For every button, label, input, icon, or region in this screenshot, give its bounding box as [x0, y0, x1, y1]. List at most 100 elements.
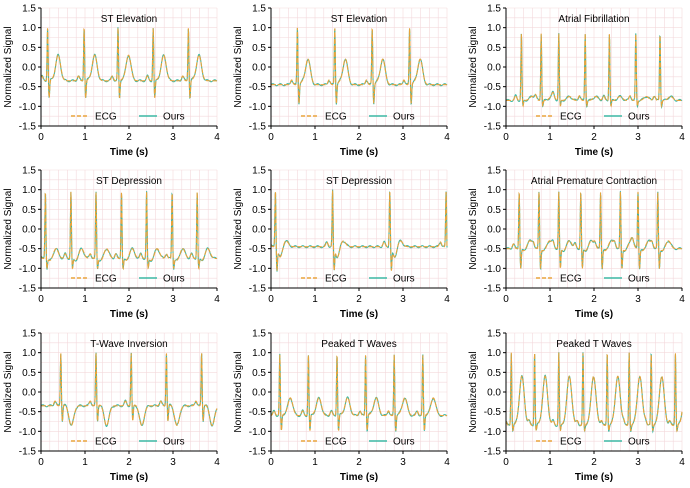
ecg-panel-6: 1.5 1.0 0.5 0.0 -0.5 -1.0 -1.50 1 2 3 4 Atrial Prem…	[468, 166, 685, 321]
y-tick-label: -0.5	[249, 244, 267, 255]
y-tick-label: 0.5	[487, 368, 501, 379]
y-tick-label: -1.5	[19, 284, 37, 295]
x-tick-label: 1	[547, 294, 553, 305]
y-tick-label: -1.0	[19, 427, 37, 438]
y-tick-label: 1.5	[252, 329, 266, 340]
x-tick-label: 0	[38, 457, 44, 468]
y-tick-label: 1.0	[252, 23, 266, 34]
x-axis-label: Time (s)	[575, 147, 613, 158]
y-tick-label: 0.0	[22, 63, 36, 74]
y-tick-label: 1.5	[487, 166, 501, 177]
ecg-series-line	[506, 191, 682, 269]
x-tick-label: 0	[38, 132, 44, 143]
x-tick-label: 3	[400, 132, 406, 143]
legend-ours-label: Ours	[163, 437, 185, 448]
x-tick-label: 2	[356, 457, 362, 468]
x-tick-label: 2	[126, 132, 132, 143]
y-tick-label: 0.0	[487, 63, 501, 74]
y-tick-label: 1.0	[252, 348, 266, 359]
y-tick-label: -1.0	[484, 264, 502, 275]
y-tick-label: 1.5	[22, 329, 36, 340]
legend-ours-label: Ours	[393, 274, 415, 285]
x-tick-label: 4	[214, 132, 220, 143]
y-tick-label: -0.5	[19, 407, 37, 418]
y-tick-label: -0.5	[19, 244, 37, 255]
x-tick-label: 0	[268, 457, 274, 468]
y-tick-label: 1.0	[487, 23, 501, 34]
y-tick-label: 0.0	[487, 225, 501, 236]
x-tick-label: 2	[591, 457, 597, 468]
y-tick-label: -1.0	[19, 264, 37, 275]
y-tick-label: -0.5	[484, 407, 502, 418]
y-tick-label: 1.5	[22, 166, 36, 177]
x-tick-label: 3	[170, 294, 176, 305]
ecg-panel-1: 1.5 1.0 0.5 0.0 -0.5 -1.0 -1.50 1 2 3 4 ST Elevatio…	[3, 4, 220, 159]
x-tick-label: 3	[635, 294, 641, 305]
x-tick-label: 1	[82, 132, 88, 143]
y-tick-label: 1.5	[487, 329, 501, 340]
y-tick-label: 1.5	[252, 4, 266, 15]
y-tick-label: -1.0	[484, 102, 502, 113]
legend-ours-label: Ours	[628, 437, 650, 448]
x-tick-label: 1	[312, 457, 318, 468]
x-tick-label: 4	[679, 294, 685, 305]
panel-title: Atrial Premature Contraction	[531, 176, 657, 187]
y-tick-label: -1.5	[19, 447, 37, 458]
x-tick-label: 4	[444, 457, 450, 468]
legend-ecg-label: ECG	[325, 274, 347, 285]
x-tick-label: 1	[82, 294, 88, 305]
panel-title: Peaked T Waves	[556, 339, 631, 350]
legend-ecg-label: ECG	[95, 274, 117, 285]
ecg-series-line	[271, 27, 447, 104]
x-tick-label: 1	[547, 457, 553, 468]
y-tick-label: 0.0	[252, 225, 266, 236]
y-tick-label: 1.5	[252, 166, 266, 177]
ecg-panel-8: 1.5 1.0 0.5 0.0 -0.5 -1.0 -1.50 1 2 3 4 Peaked T Wa…	[233, 329, 450, 484]
x-tick-label: 4	[679, 132, 685, 143]
y-tick-label: 1.5	[487, 4, 501, 15]
x-axis-label: Time (s)	[340, 309, 378, 320]
ecg-series-line	[40, 191, 217, 271]
ecg-series-line	[41, 353, 218, 426]
panel-title: ST Depression	[96, 176, 162, 187]
y-tick-label: 1.0	[252, 185, 266, 196]
y-tick-label: 0.5	[252, 43, 266, 54]
x-tick-label: 3	[635, 132, 641, 143]
x-tick-label: 3	[170, 457, 176, 468]
legend-ours-label: Ours	[628, 112, 650, 123]
x-tick-label: 4	[214, 457, 220, 468]
y-axis-label: Normalized Signal	[468, 26, 479, 107]
y-tick-label: -1.5	[484, 122, 502, 133]
panel-title: ST Elevation	[331, 14, 388, 25]
legend-ecg-label: ECG	[325, 112, 347, 123]
y-tick-label: -0.5	[484, 244, 502, 255]
ecg-panel-7: 1.5 1.0 0.5 0.0 -0.5 -1.0 -1.50 1 2 3 4 T-Wave Inve…	[3, 329, 220, 484]
ecg-panel-4: 1.5 1.0 0.5 0.0 -0.5 -1.0 -1.50 1 2 3 4 ST Depressi…	[3, 166, 220, 321]
x-tick-label: 2	[356, 294, 362, 305]
x-tick-label: 1	[547, 132, 553, 143]
panel-title: ST Elevation	[101, 14, 158, 25]
ecg-series-line	[270, 354, 447, 431]
y-tick-label: 0.0	[487, 388, 501, 399]
y-tick-label: 0.5	[487, 205, 501, 216]
x-tick-label: 0	[503, 132, 509, 143]
y-tick-label: -1.5	[249, 284, 267, 295]
ecg-panel-9: 1.5 1.0 0.5 0.0 -0.5 -1.0 -1.50 1 2 3 4 Peaked T Wa…	[468, 329, 685, 484]
x-tick-label: 0	[503, 457, 509, 468]
y-tick-label: 1.0	[22, 348, 36, 359]
x-tick-label: 3	[635, 457, 641, 468]
legend-ours-label: Ours	[628, 274, 650, 285]
legend-ecg-label: ECG	[560, 437, 582, 448]
y-tick-label: -1.5	[19, 122, 37, 133]
y-tick-label: 0.0	[22, 225, 36, 236]
x-axis-label: Time (s)	[340, 472, 378, 483]
y-tick-label: 0.0	[22, 388, 36, 399]
y-tick-label: 0.5	[252, 368, 266, 379]
y-tick-label: 0.5	[22, 205, 36, 216]
ecg-series-line	[40, 27, 217, 98]
x-tick-label: 4	[679, 457, 685, 468]
y-axis-label: Normalized Signal	[233, 188, 244, 269]
legend-ours-label: Ours	[393, 437, 415, 448]
legend-ours-label: Ours	[163, 112, 185, 123]
